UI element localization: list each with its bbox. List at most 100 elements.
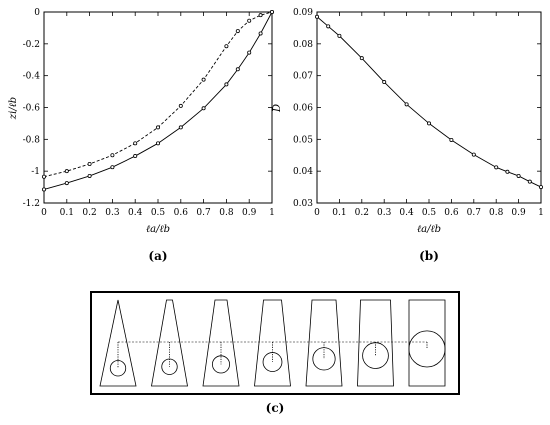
- panel-a-xtick-label: 0.1: [60, 208, 74, 218]
- panel-a-series-0-point: [133, 154, 138, 159]
- inscribed-circle: [109, 360, 127, 377]
- panel-a-ytick-label: -0.4: [23, 72, 41, 82]
- panel-b-series-0-point: [494, 165, 499, 170]
- panel-c-diagram: (c): [90, 291, 460, 415]
- panel-a-series-1-point: [133, 141, 138, 146]
- panel-a-series-1-point: [178, 103, 183, 108]
- panel-a-ytick-label: -1.2: [23, 199, 40, 209]
- panel-b-xtick-label: 0.7: [467, 208, 482, 218]
- panel-b-xtick-label: 0.2: [355, 208, 369, 218]
- panel-a-series-1-point: [87, 162, 92, 167]
- panel-a-series-0-point: [64, 181, 69, 186]
- inscribed-circle: [211, 355, 230, 374]
- panel-a-xtick-label: 0.7: [196, 208, 211, 218]
- panel-c-caption: (c): [266, 401, 285, 415]
- panel-b-ytick-label: 0.09: [293, 8, 313, 18]
- panel-b-ytick-label: 0.04: [293, 167, 313, 177]
- panel-b-series-0-line: [316, 16, 542, 188]
- panel-a-series-1-line: [43, 11, 273, 178]
- panel-b-ytick-label: 0.03: [293, 199, 313, 209]
- panel-a-ytick-label: -0.2: [23, 40, 40, 50]
- panel-b-series-0-point: [404, 102, 409, 107]
- panel-a-xtick-label: 0.2: [82, 208, 96, 218]
- panel-b-xtick-label: 0.5: [422, 208, 437, 218]
- panel-a-series-1-point: [269, 9, 274, 14]
- trapezoid-shape: [254, 299, 291, 387]
- panel-b-series-0-point: [337, 33, 342, 38]
- panel-b-series-0-point: [505, 169, 510, 174]
- panel-b-ticks: 0 0.1 0.2 0.3 0.4 0.5 0.6 0.7 0.8 0.9 1 0.03 0.04 0.0…: [293, 8, 544, 218]
- panel-a-ytick-label: 0: [34, 8, 40, 18]
- panel-a-caption: (a): [148, 249, 167, 263]
- panel-a-xtick-label: 0.6: [174, 208, 189, 218]
- panel-b-xlabel: ℓa/ℓb: [417, 224, 441, 235]
- panel-a-series-0-line: [43, 11, 273, 190]
- panel-a-xtick-label: 0.4: [128, 208, 143, 218]
- panel-b-chart: 0 0.1 0.2 0.3 0.4 0.5 0.6 0.7 0.8 0.9 1 0.03 0.04 0.0…: [272, 8, 544, 263]
- inscribed-circle: [262, 352, 283, 372]
- panel-b-ytick-label: 0.06: [293, 104, 313, 114]
- panel-c-frame: [90, 291, 460, 395]
- panel-a-ytick-label: -0.6: [23, 104, 41, 114]
- panel-a-series-0-point: [235, 67, 240, 72]
- panel-b-series: [314, 14, 544, 190]
- panel-a-series-1-point: [110, 153, 115, 158]
- panel-b-series-0-point: [382, 80, 387, 85]
- panel-b-series-0-point: [539, 185, 544, 190]
- panel-b-series-0-point: [449, 137, 454, 142]
- panel-a-series-0-point: [155, 141, 160, 146]
- panel-a-ticks: 0 0.1 0.2 0.3 0.4 0.5 0.6 0.7 0.8 0.9 1 0 -0.2 -0.4 -0…: [23, 8, 275, 218]
- panel-a-series-0-point: [87, 173, 92, 178]
- panel-a-xtick-label: 0.5: [151, 208, 166, 218]
- panel-b-xtick-label: 0.6: [444, 208, 459, 218]
- panel-a-series-0-point: [42, 187, 47, 192]
- panel-b-xtick-label: 1: [538, 208, 544, 218]
- panel-b-xtick-label: 0.8: [489, 208, 504, 218]
- panel-b-xtick-label: 0.3: [377, 208, 392, 218]
- inscribed-circle: [408, 330, 446, 368]
- panel-b-series-0-point: [527, 179, 532, 184]
- panel-a-xtick-label: 1: [269, 208, 275, 218]
- panel-a-series-1-point: [235, 29, 240, 34]
- panel-b-series-0-point: [516, 173, 521, 178]
- panel-a-series: [42, 9, 274, 192]
- panel-a-series-0-point: [178, 125, 183, 130]
- panel-b-plot-frame: [316, 11, 542, 204]
- panel-a-xtick-label: 0.8: [219, 208, 234, 218]
- panel-a-series-0-point: [201, 106, 206, 111]
- panel-a-xlabel: ℓa/ℓb: [146, 224, 170, 235]
- panel-a-series-1-point: [42, 174, 47, 179]
- panel-b-series-0-point: [314, 14, 319, 19]
- panel-a-series-1-point: [64, 169, 69, 174]
- panel-b-series-0-point: [359, 56, 364, 61]
- panel-b-ytick-label: 0.08: [293, 40, 313, 50]
- panel-b-xtick-label: 0.4: [399, 208, 414, 218]
- panel-a-series-0-point: [110, 165, 115, 170]
- panel-a-series-1-point: [224, 44, 229, 49]
- panel-a-series-1-point: [258, 13, 263, 18]
- panel-b-series-0-point: [426, 121, 431, 126]
- trapezoid-shape: [408, 299, 446, 387]
- panel-a-xtick-label: 0.9: [242, 208, 257, 218]
- panel-a-series-0-point: [258, 31, 263, 36]
- panel-a-series-0-point: [224, 82, 229, 87]
- trapezoid-shape: [357, 299, 394, 387]
- panel-c-shapes: [99, 299, 446, 387]
- panel-b-series-0-point: [471, 152, 476, 157]
- panel-b-xtick-label: 0: [314, 208, 320, 218]
- trapezoid-shape: [151, 299, 188, 387]
- panel-a-xtick-label: 0: [41, 208, 47, 218]
- panel-a-ytick-label: -1: [31, 167, 40, 177]
- panel-a-series-1-point: [155, 125, 160, 130]
- trapezoid-shape: [305, 299, 343, 387]
- panel-a-series-0-point: [247, 50, 252, 55]
- panel-b-series-0-point: [326, 24, 331, 29]
- panel-a-xtick-label: 0.3: [105, 208, 120, 218]
- panel-b-ytick-label: 0.07: [293, 72, 313, 82]
- panel-b-xtick-label: 0.1: [332, 208, 346, 218]
- panel-a-plot-frame: [43, 11, 273, 204]
- panel-b-caption: (b): [419, 249, 439, 263]
- panel-a-ylabel: zi/ℓb: [8, 97, 19, 120]
- panel-a-series-1-point: [247, 18, 252, 23]
